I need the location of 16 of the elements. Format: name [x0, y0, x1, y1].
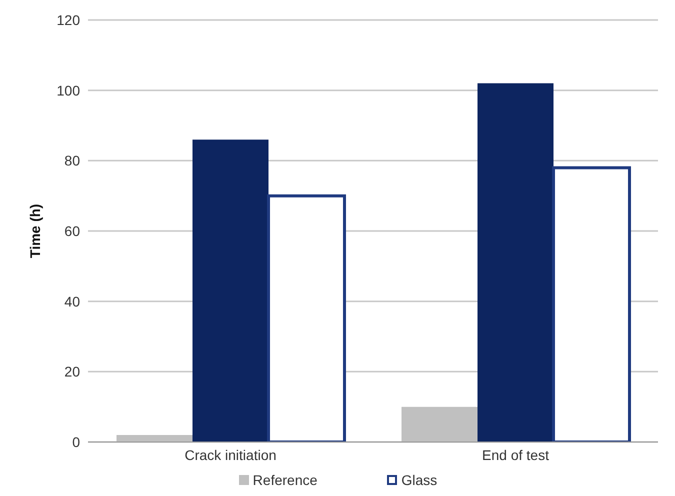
legend-label: Reference: [252, 472, 318, 488]
y-tick-label: 80: [64, 152, 80, 169]
legend-label: Glass: [400, 472, 438, 488]
x-tick-label: Crack initiation: [184, 446, 276, 463]
bar: [192, 140, 268, 442]
y-tick-label: 0: [72, 434, 80, 450]
y-tick-label: 60: [64, 222, 80, 239]
y-tick-label: 120: [56, 12, 80, 28]
x-tick-label: End of test: [482, 446, 550, 463]
y-tick-label: 40: [64, 293, 80, 310]
bar: [267, 194, 346, 442]
bar: [478, 83, 554, 442]
y-tick-label: 20: [64, 364, 80, 380]
bar: [552, 166, 631, 442]
y-axis-title: Time (h): [26, 204, 43, 258]
y-tick-label: 100: [56, 82, 80, 98]
